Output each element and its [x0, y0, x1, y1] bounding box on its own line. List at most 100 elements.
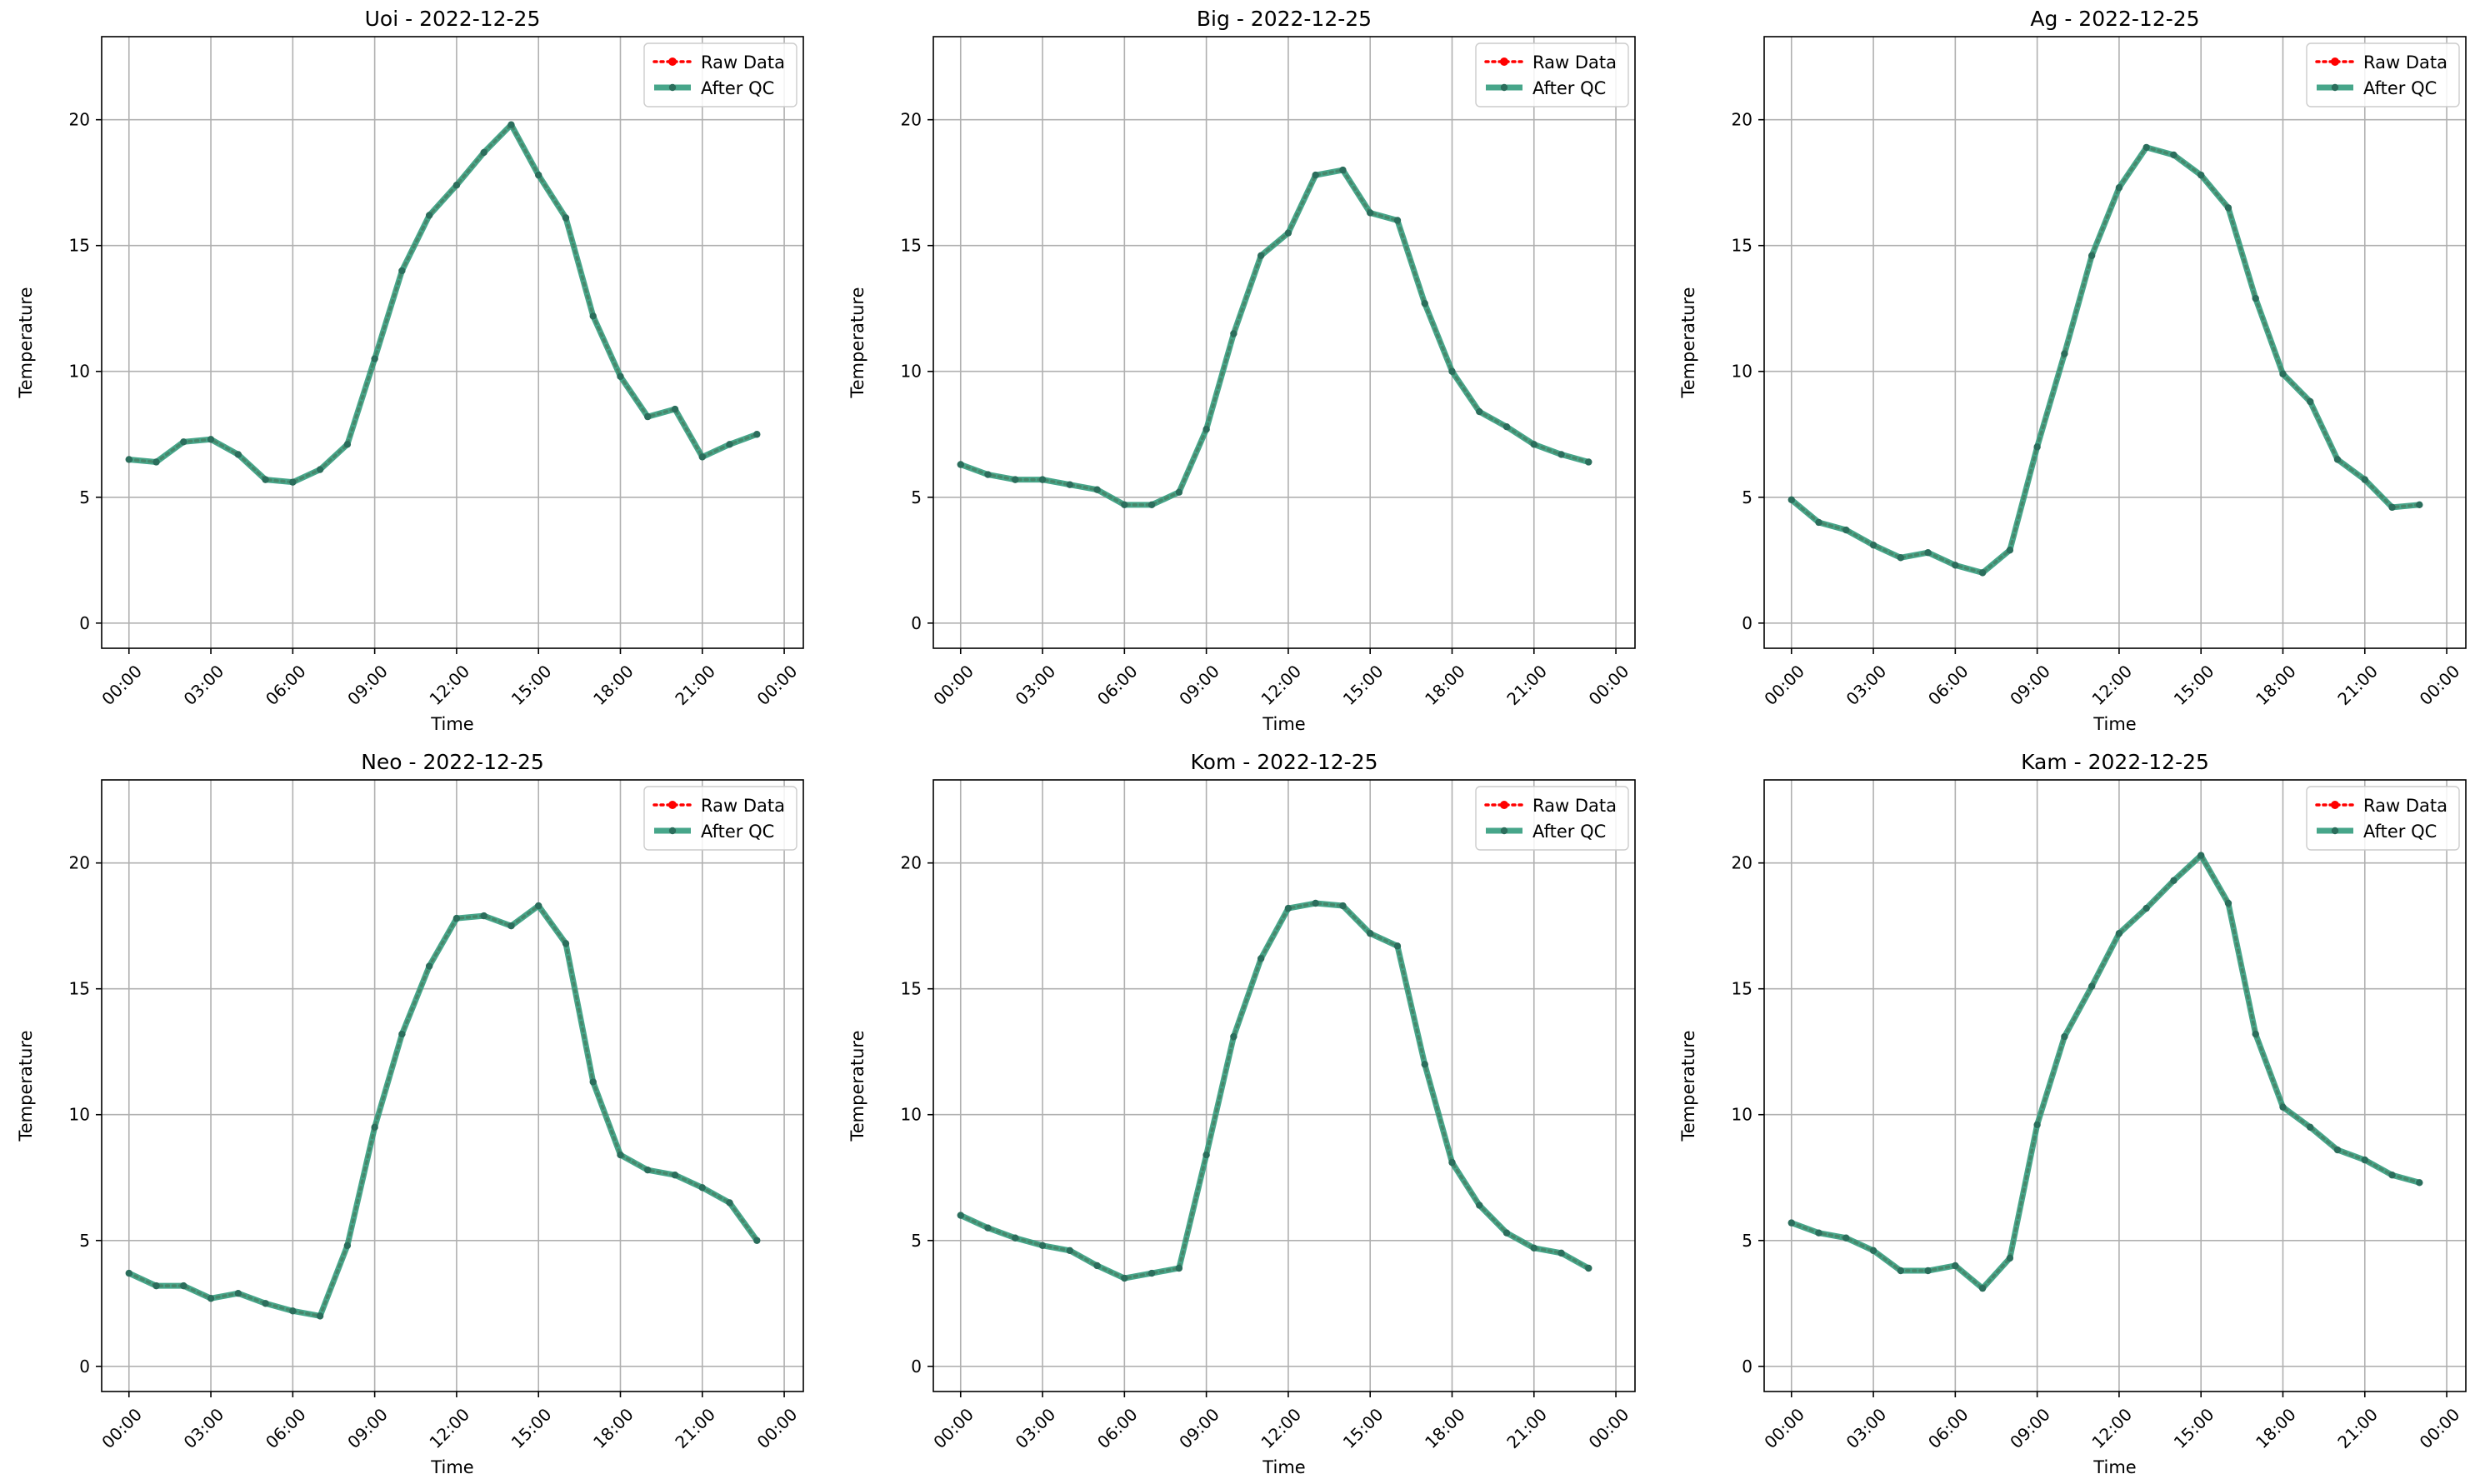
data-point [1530, 441, 1538, 448]
data-point [2115, 930, 2123, 937]
y-grid [1764, 862, 2466, 1367]
data-point [316, 466, 324, 473]
data-point [1202, 1151, 1210, 1159]
x-tick-label: 21:00 [671, 661, 719, 709]
subplot-5: 0 5 10 15 20 00:00 03:00 06:00 09:00 12:00 15:00 18… [848, 750, 1636, 1477]
data-point [452, 182, 461, 189]
data-points [1788, 143, 2423, 577]
data-point [1175, 488, 1183, 496]
after-qc-line [128, 902, 760, 1319]
axes-frame [932, 779, 1636, 1392]
data-point [262, 476, 269, 483]
data-point [343, 441, 352, 448]
data-point [289, 478, 297, 486]
legend: Raw Data After QC [1475, 42, 1629, 107]
data-point [1312, 171, 1319, 179]
x-tick-label: 12:00 [2088, 661, 2136, 709]
data-point [2088, 982, 2096, 990]
subplot-6: 0 5 10 15 20 00:00 03:00 06:00 09:00 12:00 15:00 18… [1678, 750, 2467, 1477]
data-point [1421, 299, 1428, 307]
subplot-4: 0 5 10 15 20 00:00 03:00 06:00 09:00 12:00 15:00 18… [16, 750, 804, 1477]
data-point [2115, 184, 2123, 192]
data-point [425, 962, 433, 970]
data-point [1978, 569, 1987, 577]
data-point [2088, 252, 2096, 259]
data-point [1012, 1234, 1019, 1242]
x-tick-label: 15:00 [1339, 1404, 1388, 1452]
data-point [2224, 899, 2232, 907]
data-point [2279, 1103, 2287, 1111]
data-point [617, 372, 624, 380]
x-tick-label: 06:00 [1924, 1404, 1972, 1452]
legend-raw-marker [1500, 801, 1508, 809]
data-point [1066, 1247, 1074, 1255]
legend-raw-marker [668, 57, 677, 66]
data-point [589, 1078, 597, 1086]
data-point [343, 1242, 352, 1250]
raw-data-line [1790, 145, 2422, 575]
x-tick-label: 03:00 [180, 1404, 228, 1452]
data-point [2006, 1254, 2014, 1262]
legend-qc-marker [1500, 83, 1508, 92]
x-tick-label: 00:00 [753, 661, 802, 709]
x-grid [128, 37, 785, 648]
x-tick-label: 03:00 [180, 661, 228, 709]
data-point [644, 412, 652, 421]
y-tick-label: 5 [1742, 1231, 1752, 1251]
data-point [1121, 1274, 1128, 1282]
x-tick-label: 09:00 [343, 1404, 392, 1452]
x-tick-label: 18:00 [1421, 1404, 1469, 1452]
y-tick-label: 10 [1732, 362, 1752, 382]
y-tick-label: 10 [69, 362, 90, 382]
x-grid [959, 37, 1617, 648]
data-point [316, 1312, 324, 1320]
data-point [2006, 546, 2014, 554]
data-point [1257, 955, 1265, 962]
legend-qc-marker [2331, 83, 2339, 92]
x-tick-label: 09:00 [1175, 661, 1223, 709]
y-axis-label: Temperature [16, 1030, 36, 1142]
y-tick-label: 20 [1732, 110, 1752, 130]
data-point [480, 912, 488, 920]
data-point [180, 438, 188, 446]
subplot-title: Big - 2022-12-25 [1197, 7, 1372, 31]
data-point [1367, 930, 1374, 937]
data-point [671, 405, 679, 413]
data-point [2198, 852, 2205, 859]
subplot-title: Neo - 2022-12-25 [361, 750, 544, 774]
data-point [1284, 904, 1292, 912]
legend-box [643, 42, 798, 107]
data-point [1842, 526, 1850, 534]
x-tick-label: 12:00 [1257, 661, 1305, 709]
legend-qc-marker [668, 83, 677, 92]
data-point [1869, 1247, 1878, 1255]
raw-data-line [128, 903, 759, 1318]
data-point [262, 1300, 269, 1307]
data-point [1093, 486, 1101, 493]
data-point [2061, 350, 2068, 357]
x-tick-label: 06:00 [262, 1404, 310, 1452]
y-tick-label: 10 [69, 1105, 90, 1125]
y-grid [933, 862, 1635, 1367]
x-tick-label: 03:00 [1012, 1404, 1060, 1452]
legend: Raw Data After QC [643, 786, 798, 851]
x-tick-label: 21:00 [1502, 1404, 1551, 1452]
x-tick-label: 09:00 [2006, 661, 2054, 709]
axes-frame [1763, 36, 2467, 649]
y-axis-label: Temperature [848, 1030, 868, 1142]
y-axis-label: Temperature [1678, 1030, 1698, 1142]
x-axis-label: Time [1262, 1457, 1305, 1477]
data-points [957, 899, 1592, 1282]
y-tick-label: 0 [911, 1357, 922, 1377]
data-point [535, 902, 542, 910]
data-points [1788, 852, 2423, 1292]
y-grid [933, 118, 1635, 624]
x-tick-label: 12:00 [2088, 1404, 2136, 1452]
legend: Raw Data After QC [1475, 786, 1629, 851]
data-point [1558, 1249, 1565, 1257]
x-tick-label: 06:00 [1093, 1404, 1142, 1452]
legend-raw-marker [2331, 801, 2339, 809]
data-point [371, 1123, 378, 1132]
x-tick-label: 00:00 [1760, 1404, 1808, 1452]
x-tick-label: 03:00 [1842, 1404, 1891, 1452]
